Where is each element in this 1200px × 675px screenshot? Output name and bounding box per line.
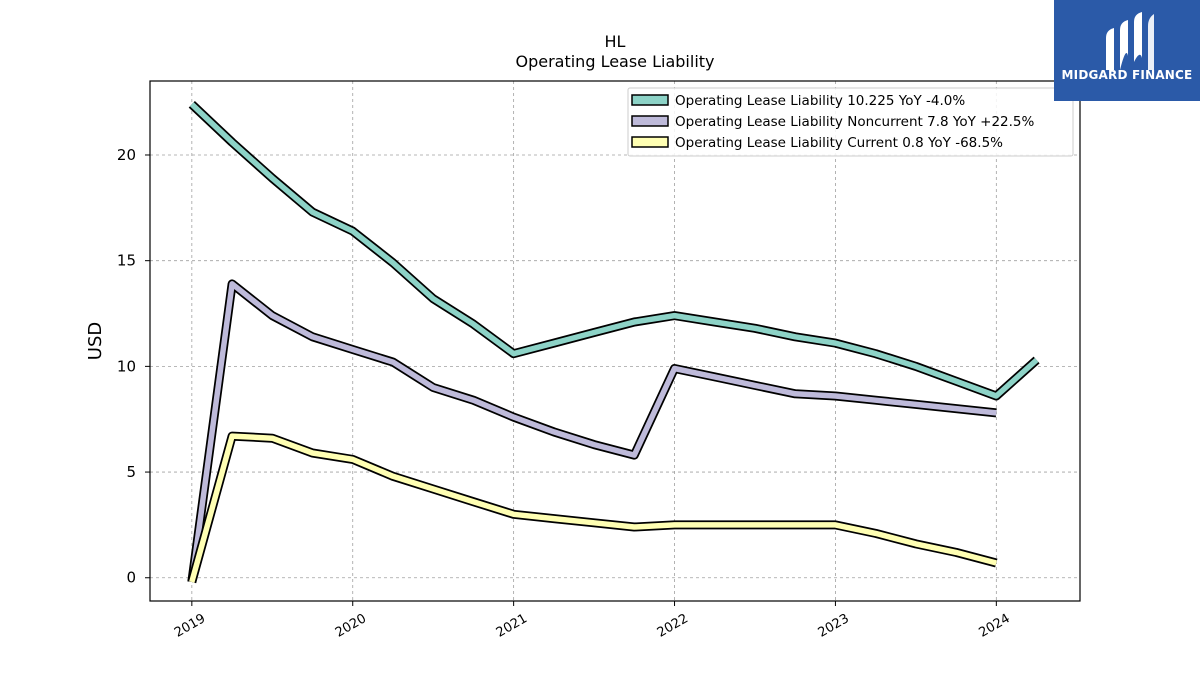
series-line-3 [189, 433, 998, 583]
y-axis-label: USD [85, 322, 106, 360]
legend-label-1: Operating Lease Liability 10.225 YoY -4.… [675, 93, 965, 109]
x-axis-ticks: 2019 2020 2021 2022 2023 2024 [172, 601, 1013, 641]
series-line-2 [189, 281, 997, 583]
legend: Operating Lease Liability 10.225 YoY -4.… [627, 87, 1074, 157]
y-tick-label: 20 [117, 146, 136, 164]
chart-subtitle: Operating Lease Liability [515, 52, 715, 71]
y-axis-ticks: 0 5 10 15 20 [117, 146, 150, 587]
x-tick-label: 2021 [494, 611, 530, 641]
legend-frame [627, 87, 1074, 157]
legend-label-2: Operating Lease Liability Noncurrent 7.8… [675, 114, 1035, 130]
x-tick-label: 2020 [333, 611, 369, 641]
series-lines [187, 101, 1040, 584]
x-tick-label: 2024 [977, 611, 1013, 641]
series-outline-3 [187, 431, 998, 584]
x-tick-label: 2022 [655, 611, 691, 641]
chart-title: HL [604, 32, 626, 51]
legend-swatch-3 [631, 136, 669, 148]
x-tick-label: 2019 [172, 611, 208, 641]
y-tick-label: 0 [126, 569, 136, 587]
y-tick-label: 5 [126, 463, 136, 481]
legend-swatch-1 [631, 94, 669, 106]
midgard-finance-logo: MIDGARD FINANCE [1054, 0, 1200, 101]
x-tick-label: 2023 [816, 611, 852, 641]
legend-swatch-2 [631, 115, 669, 127]
plot-frame [149, 80, 1081, 602]
midgard-logo-icon [1106, 12, 1154, 70]
logo-text: MIDGARD FINANCE [1061, 68, 1193, 82]
y-tick-label: 15 [117, 252, 136, 270]
series-line-1 [189, 102, 1039, 399]
y-tick-label: 10 [117, 357, 136, 375]
legend-label-3: Operating Lease Liability Current 0.8 Yo… [675, 135, 1003, 151]
